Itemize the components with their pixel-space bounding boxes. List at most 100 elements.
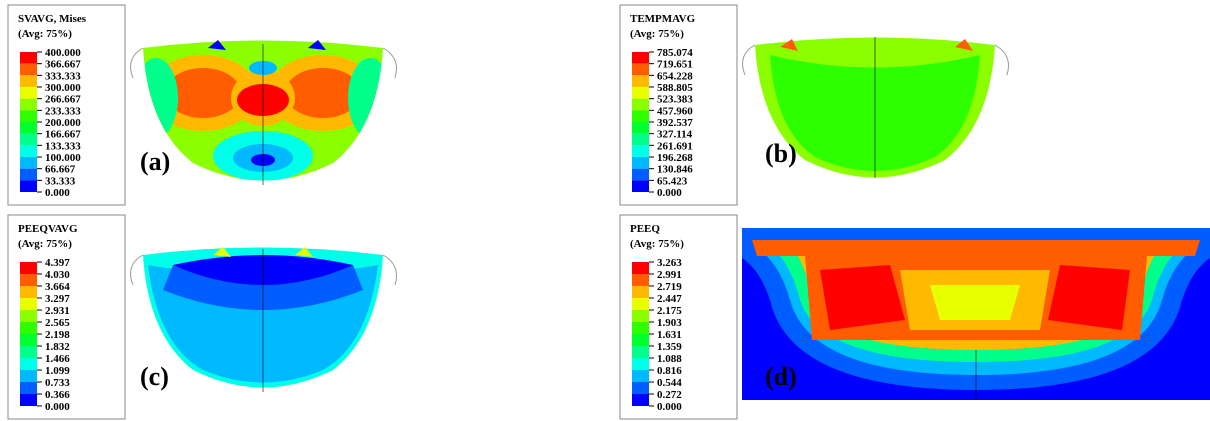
legend-label: 719.651 bbox=[657, 59, 693, 71]
contour-c bbox=[130, 247, 397, 392]
legend-swatch bbox=[632, 322, 649, 334]
legend-swatch bbox=[20, 145, 37, 157]
legend-label: 3.263 bbox=[657, 257, 682, 269]
legend-label: 0.272 bbox=[657, 389, 682, 401]
legend-swatch bbox=[20, 274, 37, 286]
legend-swatch bbox=[20, 98, 37, 111]
legend-label: 0.816 bbox=[657, 365, 682, 377]
legend-label: 327.114 bbox=[657, 129, 693, 141]
contour-d bbox=[742, 228, 1210, 400]
legend-title: SVAVG, Mises bbox=[18, 13, 87, 25]
legend-label: 261.691 bbox=[657, 140, 693, 152]
legend-swatch bbox=[20, 298, 37, 310]
legend-swatch bbox=[632, 382, 649, 394]
legend-title: (Avg: 75%) bbox=[630, 28, 684, 40]
panel-label: (c) bbox=[140, 362, 169, 391]
contour-b bbox=[742, 37, 1009, 178]
legend-label: 65.423 bbox=[657, 175, 688, 187]
legend-label: 2.565 bbox=[45, 317, 70, 329]
legend-label: 300.000 bbox=[45, 82, 81, 94]
legend-swatch bbox=[632, 286, 649, 298]
legend-title: (Avg: 75%) bbox=[18, 28, 72, 40]
legend-label: 654.228 bbox=[657, 70, 693, 82]
legend-label: 196.268 bbox=[657, 152, 693, 164]
legend-label: 1.359 bbox=[657, 341, 682, 353]
legend-label: 2.447 bbox=[657, 293, 682, 305]
legend-swatch bbox=[20, 52, 37, 64]
panel-label: (a) bbox=[140, 147, 170, 176]
legend-title: TEMPMAVG bbox=[630, 13, 696, 25]
legend-label: 33.333 bbox=[45, 175, 76, 187]
legend-swatch bbox=[20, 334, 37, 346]
legend-label: 266.667 bbox=[45, 94, 81, 106]
legend-title: PEEQVAVG bbox=[18, 223, 78, 235]
legend-swatch bbox=[632, 370, 649, 382]
legend-swatch bbox=[20, 87, 37, 99]
legend-swatch bbox=[20, 180, 37, 192]
legend-label: 2.198 bbox=[45, 329, 70, 341]
legend-label: 200.000 bbox=[45, 117, 81, 129]
legend-swatch bbox=[632, 180, 649, 192]
legend-swatch bbox=[632, 334, 649, 346]
legend-swatch bbox=[20, 286, 37, 298]
legend-label: 785.074 bbox=[657, 47, 693, 59]
legend-label: 166.667 bbox=[45, 129, 81, 141]
legend-label: 1.903 bbox=[657, 317, 682, 329]
legend-swatch bbox=[20, 370, 37, 382]
legend-swatch bbox=[632, 52, 649, 64]
legend-swatch bbox=[20, 262, 37, 274]
legend-label: 3.297 bbox=[45, 293, 70, 305]
legend-swatch bbox=[632, 168, 649, 181]
legend-swatch bbox=[632, 133, 649, 146]
legend-label: 2.719 bbox=[657, 281, 682, 293]
panel-label: (d) bbox=[765, 362, 797, 391]
legend-swatch bbox=[20, 157, 37, 169]
legend-swatch bbox=[632, 98, 649, 111]
legend-swatch bbox=[20, 110, 37, 122]
legend-swatch bbox=[20, 358, 37, 370]
legend-swatch bbox=[632, 87, 649, 99]
legend-title: (Avg: 75%) bbox=[630, 238, 684, 250]
legend-title: PEEQ bbox=[630, 223, 660, 235]
legend-swatch bbox=[632, 298, 649, 310]
legend-swatch bbox=[20, 133, 37, 146]
legend-label: 133.333 bbox=[45, 140, 81, 152]
legend-label: 0.366 bbox=[45, 389, 70, 401]
legend-label: 2.991 bbox=[657, 269, 682, 281]
legend-swatch bbox=[632, 262, 649, 274]
legend-swatch bbox=[632, 110, 649, 122]
legend-label: 233.333 bbox=[45, 105, 81, 117]
legend-label: 523.383 bbox=[657, 94, 693, 106]
legend-label: 0.000 bbox=[45, 401, 70, 413]
legend-label: 400.000 bbox=[45, 47, 81, 59]
legend-swatch bbox=[20, 322, 37, 334]
legend-swatch bbox=[20, 310, 37, 322]
legend-swatch bbox=[632, 394, 649, 406]
legend-label: 0.000 bbox=[657, 401, 682, 413]
legend-label: 1.832 bbox=[45, 341, 70, 353]
contour-a bbox=[130, 40, 397, 185]
panel-label: (b) bbox=[765, 139, 797, 168]
legend-swatch bbox=[20, 122, 37, 134]
legend-swatch bbox=[632, 157, 649, 169]
legend-swatch bbox=[632, 122, 649, 134]
legend-label: 0.000 bbox=[657, 187, 682, 199]
legend-label: 100.000 bbox=[45, 152, 81, 164]
legend-swatch bbox=[632, 75, 649, 87]
legend-title: (Avg: 75%) bbox=[18, 238, 72, 250]
legend-label: 0.000 bbox=[45, 187, 70, 199]
legend-label: 1.466 bbox=[45, 353, 70, 365]
legend-swatch bbox=[632, 145, 649, 157]
legend-swatch bbox=[632, 274, 649, 286]
legend-label: 0.733 bbox=[45, 377, 70, 389]
legend-label: 3.664 bbox=[45, 281, 70, 293]
legend-label: 1.099 bbox=[45, 365, 70, 377]
legend-label: 1.088 bbox=[657, 353, 682, 365]
legend-swatch bbox=[20, 63, 37, 76]
legend-label: 4.397 bbox=[45, 257, 70, 269]
legend-swatch bbox=[632, 358, 649, 370]
legend-label: 4.030 bbox=[45, 269, 70, 281]
legend-label: 0.544 bbox=[657, 377, 682, 389]
legend-swatch bbox=[20, 168, 37, 181]
